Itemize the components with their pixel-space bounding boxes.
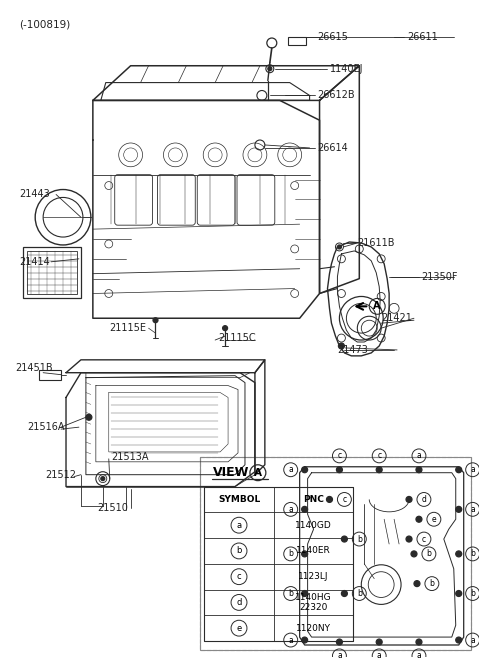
Text: a: a xyxy=(417,451,421,460)
Circle shape xyxy=(336,639,342,645)
Text: 21414: 21414 xyxy=(19,257,50,267)
Circle shape xyxy=(301,506,308,512)
Text: a: a xyxy=(288,636,293,645)
Circle shape xyxy=(456,467,462,473)
Text: 21611B: 21611B xyxy=(357,238,395,248)
Circle shape xyxy=(338,343,344,349)
Bar xyxy=(204,487,353,641)
Text: a: a xyxy=(288,505,293,514)
Text: 1123LJ: 1123LJ xyxy=(299,572,329,581)
Circle shape xyxy=(456,551,462,557)
Circle shape xyxy=(414,581,420,587)
Text: SYMBOL: SYMBOL xyxy=(218,495,260,504)
Text: 21350F: 21350F xyxy=(421,271,457,281)
Text: 1140ER: 1140ER xyxy=(296,546,331,555)
Circle shape xyxy=(456,506,462,512)
Circle shape xyxy=(337,245,341,249)
Circle shape xyxy=(101,477,105,481)
Circle shape xyxy=(416,516,422,522)
Circle shape xyxy=(376,639,382,645)
Text: b: b xyxy=(357,534,362,544)
Text: e: e xyxy=(432,515,436,524)
Circle shape xyxy=(406,496,412,502)
Text: c: c xyxy=(337,451,341,460)
Text: b: b xyxy=(426,549,432,559)
Text: a: a xyxy=(470,505,475,514)
Text: d: d xyxy=(236,598,242,607)
Text: 26615: 26615 xyxy=(318,32,348,42)
Bar xyxy=(200,457,471,650)
Text: 21443: 21443 xyxy=(19,189,50,199)
Circle shape xyxy=(456,637,462,643)
Text: 26614: 26614 xyxy=(318,143,348,153)
Text: b: b xyxy=(236,546,242,555)
Text: a: a xyxy=(417,651,421,661)
Circle shape xyxy=(336,467,342,473)
Circle shape xyxy=(301,637,308,643)
Circle shape xyxy=(406,536,412,542)
Text: 21512: 21512 xyxy=(45,470,76,480)
Text: VIEW: VIEW xyxy=(213,466,250,479)
Text: d: d xyxy=(421,495,426,504)
Text: c: c xyxy=(377,451,381,460)
Text: A: A xyxy=(254,468,262,478)
Text: 1140EJ: 1140EJ xyxy=(329,64,363,73)
Text: 21451B: 21451B xyxy=(15,363,53,373)
Text: 1140GD: 1140GD xyxy=(295,521,332,530)
Text: 1140HG
22320: 1140HG 22320 xyxy=(295,592,332,612)
Bar xyxy=(200,457,471,650)
Text: (-100819): (-100819) xyxy=(19,19,71,29)
Text: e: e xyxy=(236,624,241,633)
Text: 21115E: 21115E xyxy=(109,323,146,333)
Text: a: a xyxy=(337,651,342,661)
Text: a: a xyxy=(470,465,475,474)
Text: a: a xyxy=(377,651,382,661)
Text: 21421: 21421 xyxy=(381,313,412,323)
Circle shape xyxy=(301,591,308,596)
Text: c: c xyxy=(422,534,426,544)
Text: b: b xyxy=(470,549,475,559)
Bar xyxy=(288,37,306,45)
Text: a: a xyxy=(237,521,241,530)
Text: b: b xyxy=(357,589,362,598)
Circle shape xyxy=(301,467,308,473)
Text: 26612B: 26612B xyxy=(318,91,355,101)
Circle shape xyxy=(341,591,348,596)
Text: 21115C: 21115C xyxy=(218,333,256,343)
Circle shape xyxy=(376,467,382,473)
Circle shape xyxy=(268,67,272,71)
Text: b: b xyxy=(288,589,293,598)
Text: 1120NY: 1120NY xyxy=(296,624,331,633)
Bar xyxy=(39,370,61,379)
Text: a: a xyxy=(288,465,293,474)
Text: PNC: PNC xyxy=(303,495,324,504)
Text: 21513A: 21513A xyxy=(111,452,148,462)
Circle shape xyxy=(416,467,422,473)
Circle shape xyxy=(341,536,348,542)
Circle shape xyxy=(326,496,333,502)
Text: 21510: 21510 xyxy=(97,503,128,513)
Text: b: b xyxy=(470,589,475,598)
Circle shape xyxy=(416,639,422,645)
Text: c: c xyxy=(342,495,347,504)
Text: 26611: 26611 xyxy=(407,32,438,42)
Text: a: a xyxy=(470,636,475,645)
Circle shape xyxy=(411,551,417,557)
Text: A: A xyxy=(373,301,381,311)
Bar xyxy=(27,251,77,295)
Circle shape xyxy=(301,551,308,557)
Text: b: b xyxy=(430,579,434,588)
Circle shape xyxy=(153,318,158,322)
Circle shape xyxy=(223,326,228,330)
Circle shape xyxy=(456,591,462,596)
Circle shape xyxy=(86,414,92,420)
Bar xyxy=(23,247,81,299)
Text: b: b xyxy=(288,549,293,559)
Text: 21516A: 21516A xyxy=(27,422,65,432)
Text: 21473: 21473 xyxy=(337,345,368,355)
Text: c: c xyxy=(237,572,241,581)
